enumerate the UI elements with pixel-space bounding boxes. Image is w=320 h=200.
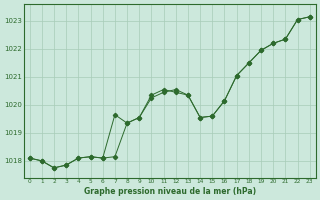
X-axis label: Graphe pression niveau de la mer (hPa): Graphe pression niveau de la mer (hPa) (84, 187, 256, 196)
